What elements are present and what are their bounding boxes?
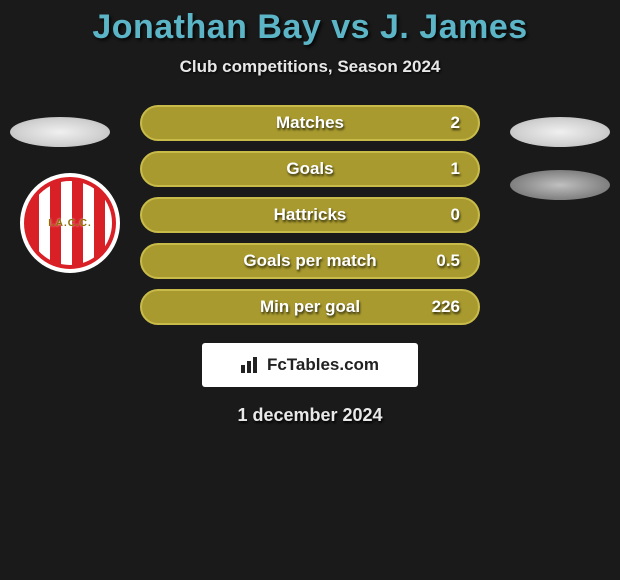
page-subtitle: Club competitions, Season 2024 <box>0 57 620 77</box>
stat-row-matches: Matches 2 <box>140 105 480 141</box>
stat-label: Goals <box>286 159 333 179</box>
stat-label: Goals per match <box>243 251 376 271</box>
player-right-ellipse-icon <box>510 117 610 147</box>
club-badge-text: I.A.C.C. <box>48 218 92 229</box>
stat-value: 0 <box>451 205 460 225</box>
stat-value: 226 <box>432 297 460 317</box>
date-text: 1 december 2024 <box>0 405 620 426</box>
club-badge: I.A.C.C. <box>20 173 120 273</box>
player-right-ellipse-2-icon <box>510 170 610 200</box>
watermark-text: FcTables.com <box>267 355 379 375</box>
stat-label: Min per goal <box>260 297 360 317</box>
stat-row-goals: Goals 1 <box>140 151 480 187</box>
stat-value: 0.5 <box>436 251 460 271</box>
watermark: FcTables.com <box>202 343 418 387</box>
page-title: Jonathan Bay vs J. James <box>0 8 620 47</box>
stat-row-hattricks: Hattricks 0 <box>140 197 480 233</box>
bar-chart-icon <box>241 357 261 373</box>
stat-label: Hattricks <box>274 205 347 225</box>
stats-area: I.A.C.C. Matches 2 Goals 1 Hattricks 0 G… <box>0 105 620 426</box>
club-badge-stripes-icon: I.A.C.C. <box>24 177 116 269</box>
stat-row-min-per-goal: Min per goal 226 <box>140 289 480 325</box>
stat-value: 1 <box>451 159 460 179</box>
comparison-card: Jonathan Bay vs J. James Club competitio… <box>0 0 620 426</box>
player-left-ellipse-icon <box>10 117 110 147</box>
stat-rows: Matches 2 Goals 1 Hattricks 0 Goals per … <box>140 105 480 325</box>
stat-row-goals-per-match: Goals per match 0.5 <box>140 243 480 279</box>
stat-value: 2 <box>451 113 460 133</box>
stat-label: Matches <box>276 113 344 133</box>
